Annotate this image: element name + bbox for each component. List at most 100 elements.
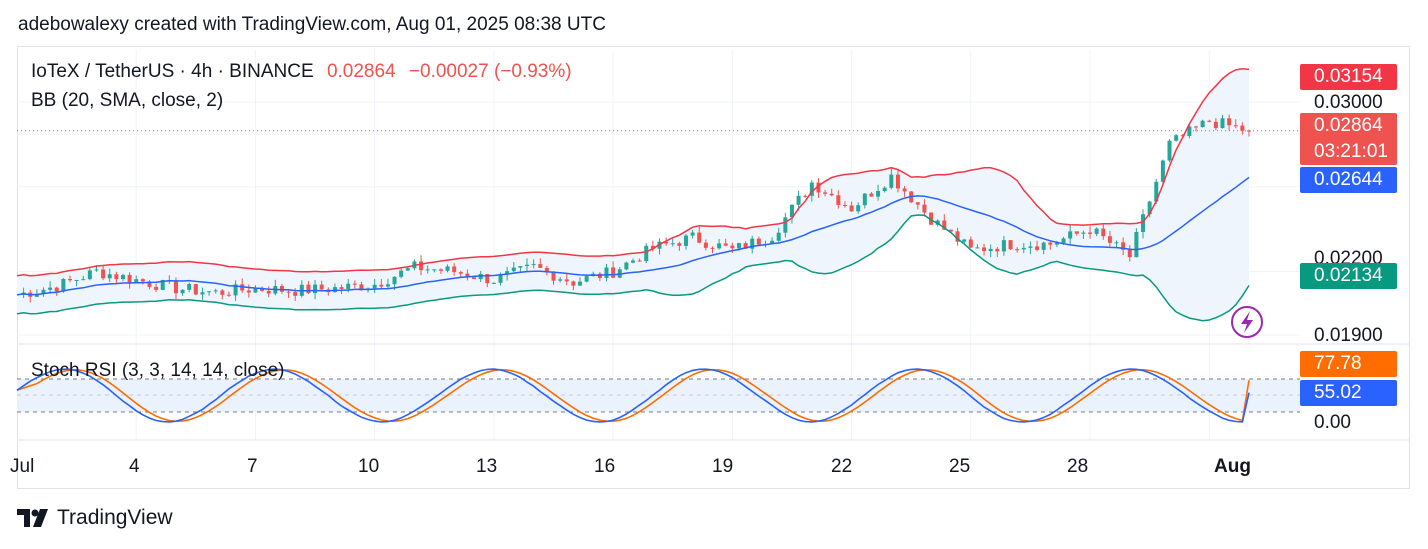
candle-body: [34, 293, 39, 297]
candle-body: [279, 285, 284, 292]
candle-body: [1213, 121, 1218, 129]
candle-body: [1001, 240, 1006, 252]
stoch-tick-zero: 0.00: [1314, 412, 1351, 433]
candle-body: [266, 290, 271, 294]
candle-body: [644, 245, 649, 262]
candle-body: [154, 286, 159, 290]
candle-body: [664, 241, 669, 244]
candle-body: [293, 292, 298, 296]
candle-body: [48, 287, 53, 290]
candle-body: [677, 243, 682, 246]
x-tick-10: 10: [358, 456, 380, 477]
bar-countdown-timer: 03:21:01: [1314, 141, 1388, 162]
candles: [21, 114, 1251, 303]
candle-body: [1187, 126, 1192, 137]
candle-body: [160, 279, 165, 290]
candle-body: [120, 274, 125, 280]
candle-body: [74, 280, 79, 282]
candle-body: [1147, 201, 1152, 215]
candle-body: [968, 239, 973, 248]
candle-body: [544, 267, 549, 272]
candle-body: [770, 240, 775, 244]
last-price-badge: 0.02864 03:21:01: [1300, 113, 1397, 165]
candle-body: [220, 290, 225, 295]
x-tick-16: 16: [594, 456, 616, 477]
candle-body: [869, 193, 874, 197]
candle-body: [1101, 228, 1106, 237]
candle-body: [498, 274, 503, 283]
candle-body: [776, 232, 781, 241]
candle-body: [558, 279, 563, 281]
candle-body: [551, 271, 556, 281]
candle-body: [1194, 126, 1199, 128]
x-tick-25: 25: [949, 456, 971, 477]
price-change-text: −0.00027 (−0.93%): [408, 61, 572, 82]
candle-body: [1121, 242, 1126, 250]
candle-body: [975, 247, 980, 249]
candle-body: [1200, 120, 1205, 128]
candle-body: [789, 204, 794, 218]
candle-body: [611, 267, 616, 278]
candle-body: [624, 262, 629, 270]
candle-body: [962, 239, 967, 242]
candle-body: [717, 243, 722, 249]
candle-body: [1141, 214, 1146, 232]
candle-body: [571, 281, 576, 286]
candle-body: [690, 232, 695, 236]
candle-body: [213, 290, 218, 292]
candle-body: [306, 284, 311, 294]
candle-body: [1068, 231, 1073, 239]
stoch-k-line: [16, 368, 1250, 423]
candle-body: [352, 283, 357, 285]
candle-body: [1015, 249, 1020, 251]
candle-body: [405, 268, 410, 271]
candle-body: [107, 274, 112, 279]
candle-body: [750, 238, 755, 249]
last-price-badge-value: 0.02864: [1314, 115, 1383, 136]
candle-body: [1227, 118, 1232, 126]
candle-body: [173, 281, 178, 294]
candle-body: [465, 273, 470, 278]
candle-body: [849, 205, 854, 212]
candle-body: [988, 248, 993, 252]
chart-frame: [17, 46, 1410, 489]
candle-body: [895, 174, 900, 189]
candle-body: [260, 287, 265, 291]
candle-body: [67, 278, 72, 281]
bb-basis-badge: 0.02644: [1300, 167, 1397, 193]
candle-body: [134, 279, 139, 283]
stoch-legend: Stoch RSI (3, 3, 14, 14, close): [31, 360, 285, 381]
candle-body: [829, 193, 834, 196]
candle-body: [703, 242, 708, 248]
candle-body: [41, 289, 46, 294]
candle-body: [491, 282, 496, 284]
symbol-title: IoTeX / TetherUS · 4h · BINANCE: [31, 61, 314, 82]
candle-body: [1028, 246, 1033, 248]
candle-body: [346, 283, 351, 289]
candle-body: [458, 272, 463, 274]
candle-body: [226, 294, 231, 296]
candle-body: [942, 220, 947, 230]
candle-body: [54, 287, 59, 292]
bb-lower-badge: 0.02134: [1300, 263, 1397, 289]
candle-body: [1041, 242, 1046, 250]
candle-body: [710, 247, 715, 249]
candle-body: [889, 174, 894, 188]
last-price-text: 0.02864: [326, 61, 396, 82]
x-tick-19: 19: [712, 456, 734, 477]
lightning-icon[interactable]: [1231, 306, 1263, 338]
candle-body: [1048, 242, 1053, 245]
candle-body: [650, 245, 655, 249]
bb-upper-badge: 0.03154: [1300, 64, 1397, 90]
candle-body: [604, 267, 609, 278]
tradingview-logo[interactable]: TradingView: [17, 506, 173, 530]
price-tick-0.019: 0.01900: [1314, 325, 1383, 346]
candle-body: [538, 264, 543, 268]
candle-body: [929, 212, 934, 225]
candle-body: [578, 281, 583, 286]
candle-body: [372, 284, 377, 289]
candle-body: [809, 182, 814, 196]
candle-body: [730, 245, 735, 249]
candle-body: [511, 267, 516, 272]
candle-body: [1081, 232, 1086, 234]
